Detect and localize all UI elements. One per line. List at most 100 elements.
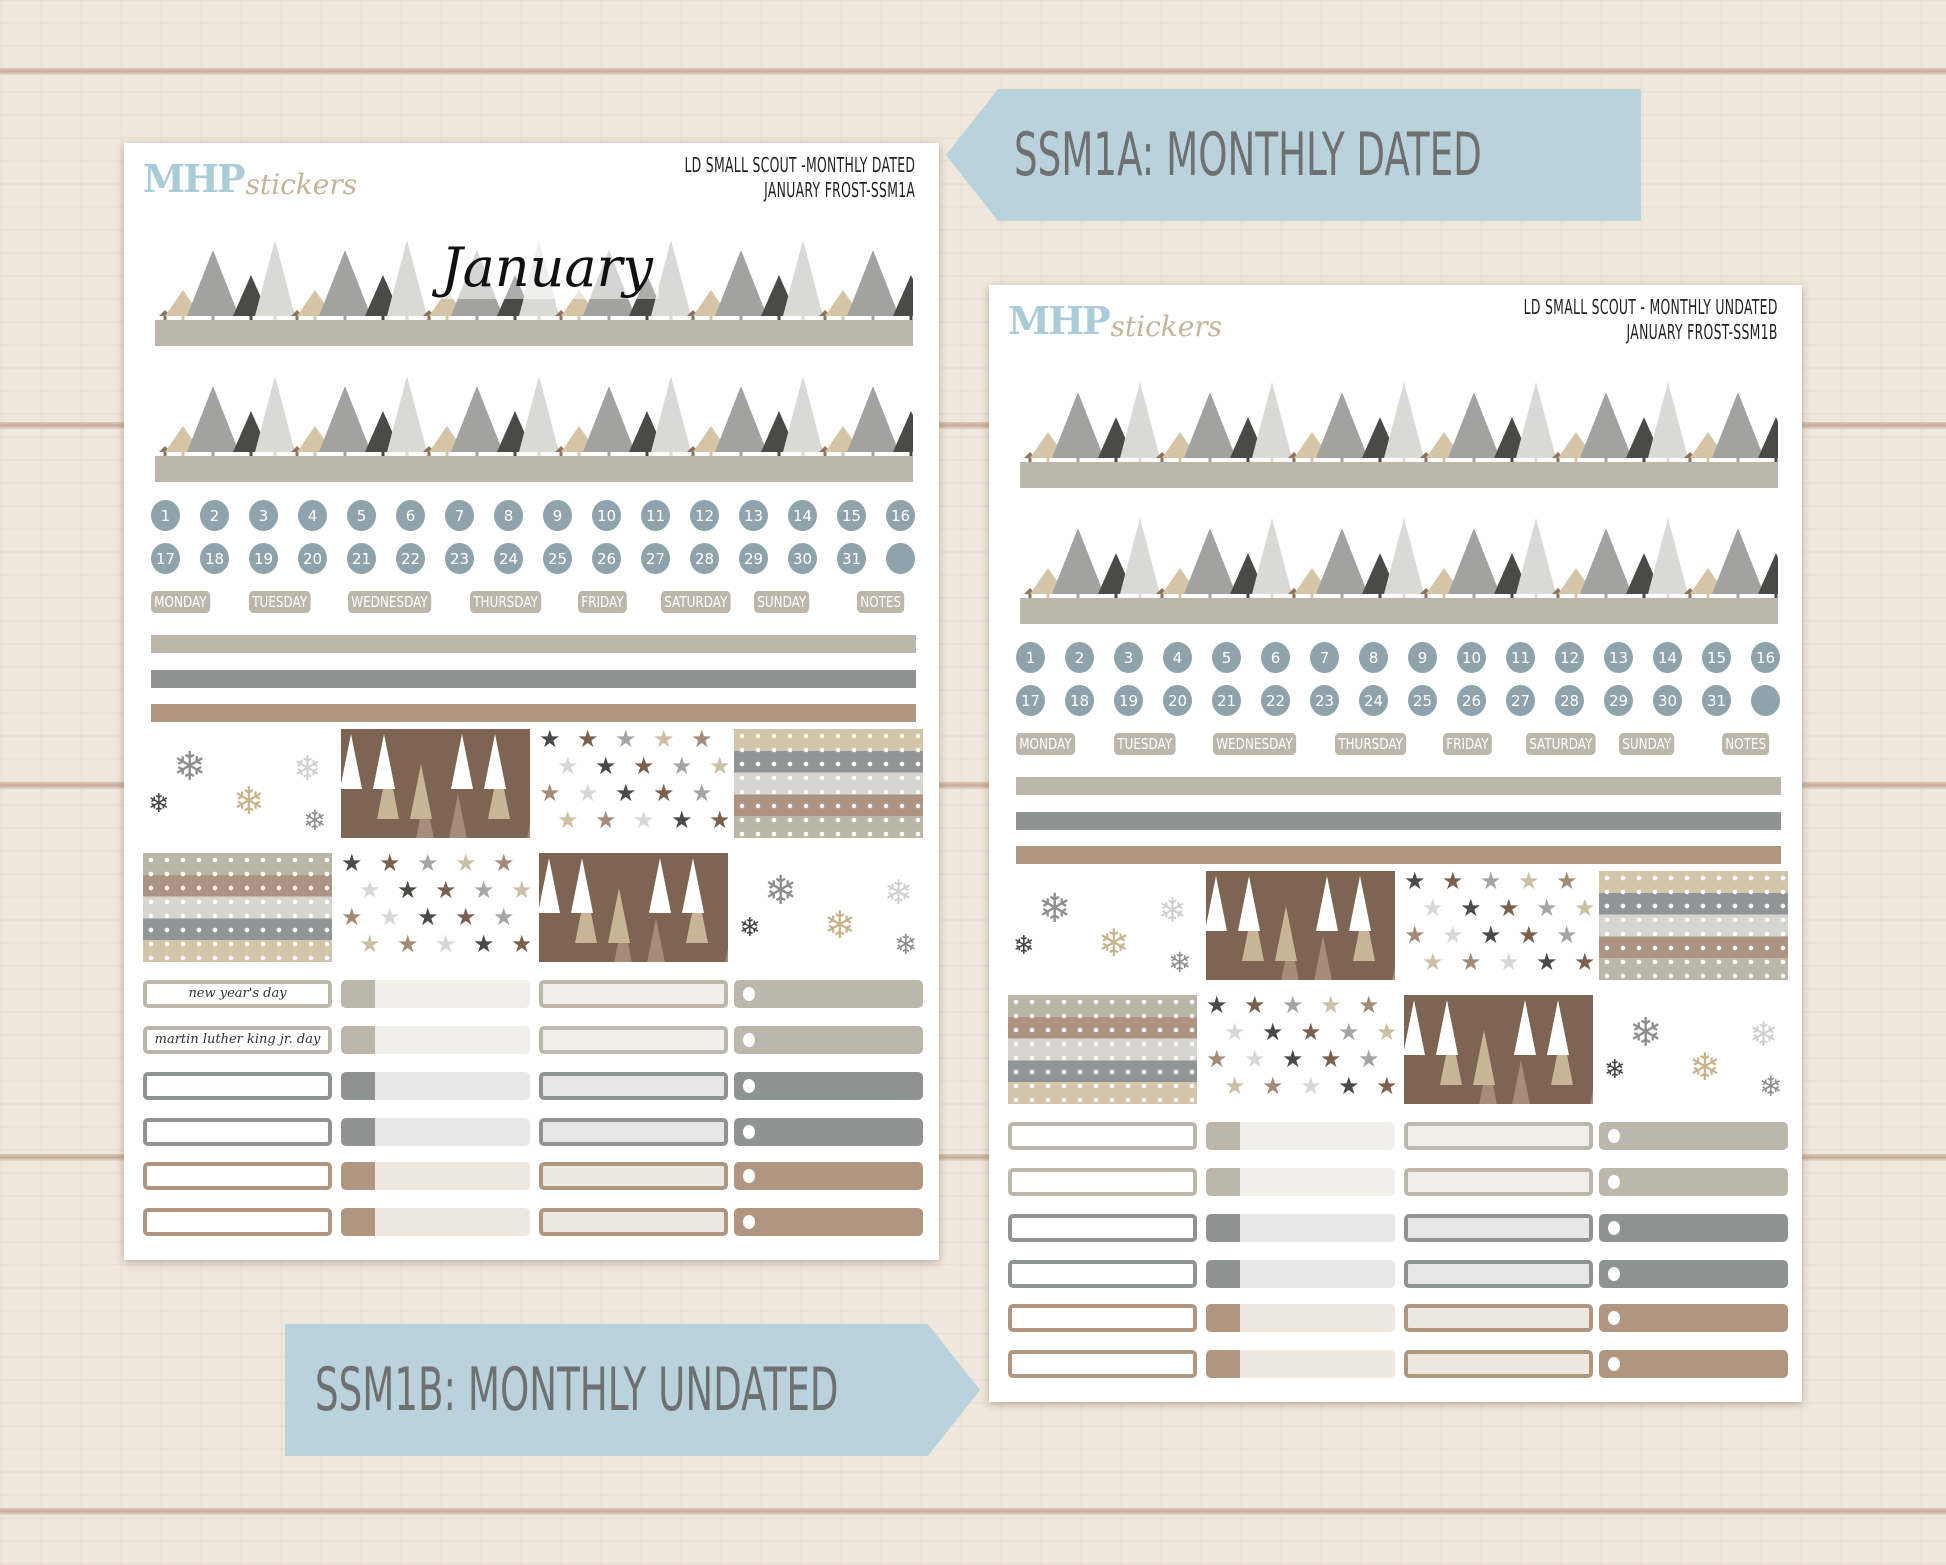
date-circle: 9 [1408, 642, 1437, 673]
star-icon: ★ [577, 779, 599, 807]
banner-band [1020, 462, 1778, 488]
tree-icon [373, 734, 395, 789]
star-icon: ★ [455, 853, 477, 877]
logo-mark: MHP [143, 156, 246, 201]
star-icon: ★ [1206, 1045, 1228, 1073]
tree-trunk [841, 314, 845, 324]
tree-icon [187, 250, 239, 316]
date-circle: 11 [641, 500, 670, 531]
tree-trunk [823, 314, 827, 324]
tree-icon [783, 376, 823, 452]
tree-icon [1316, 528, 1368, 594]
star-icon: ★ [435, 930, 457, 958]
label-dot [743, 1169, 755, 1183]
tree-icon [1052, 528, 1104, 594]
label-box-outlined [1008, 1214, 1197, 1242]
tree-trunk [211, 314, 215, 324]
pattern-tile-brown-trees [539, 853, 728, 962]
star-icon: ★ [1556, 921, 1578, 949]
label-dot [743, 1033, 755, 1047]
tree-trunk [709, 450, 713, 460]
label-box-outlined [143, 1162, 332, 1190]
tree-icon [608, 888, 630, 943]
tree-icon [715, 386, 767, 452]
tree-icon [1242, 906, 1264, 961]
pattern-tile-snowflakes: ❄ ❄ ❄ ❄ ❄ [734, 853, 923, 962]
tree-trunk [691, 314, 695, 324]
logo-word: stickers [1110, 310, 1223, 343]
star-icon: ★ [1300, 1018, 1322, 1046]
tree-icon [451, 386, 503, 452]
tree-trunk [295, 450, 299, 460]
date-circle: 17 [151, 543, 180, 574]
label-tab-square [1206, 1168, 1240, 1196]
date-circle: 21 [347, 543, 376, 574]
snowflake-icon: ❄ [303, 804, 327, 837]
label-dot [1608, 1129, 1620, 1143]
label-box-outlined [1008, 1260, 1197, 1288]
pattern-tile-dotted-stripes [1008, 995, 1197, 1104]
date-circle: 19 [1114, 685, 1143, 716]
label-box-outlined [1008, 1350, 1197, 1378]
tree-trunk [691, 450, 695, 460]
date-circle: 15 [1702, 642, 1731, 673]
day-label: MONDAY [151, 591, 210, 613]
tree-trunk [1340, 456, 1344, 466]
star-icon: ★ [709, 752, 728, 780]
tree-trunk [1706, 592, 1710, 602]
color-bar [151, 670, 916, 688]
tree-icon [893, 411, 913, 452]
tree-trunk [313, 450, 317, 460]
tree-trunk [273, 450, 277, 460]
tree-trunk [475, 314, 479, 324]
label-box-outlined: martin luther king jr. day [143, 1026, 332, 1054]
label-tab-square [341, 980, 375, 1008]
tree-icon [410, 764, 432, 819]
tree-trunk [1178, 592, 1182, 602]
star-icon: ★ [359, 876, 381, 904]
tree-trunk [1076, 592, 1080, 602]
holiday-label: martin luther king jr. day [154, 1032, 321, 1047]
tree-trunk [801, 450, 805, 460]
date-circle: 8 [494, 500, 523, 531]
tree-trunk [1208, 592, 1212, 602]
tree-icon [1349, 876, 1371, 931]
tree-trunk [475, 450, 479, 460]
wood-plank-seam [0, 1508, 1946, 1515]
sticker-sheet-undated: MHP stickers LD SMALL SCOUT - MONTHLY UNDA… [989, 285, 1802, 1402]
tree-trunk [1208, 456, 1212, 466]
star-icon: ★ [341, 853, 363, 877]
tree-trunk [1178, 456, 1182, 466]
day-label: SUNDAY [1619, 733, 1675, 755]
banner-band [155, 320, 913, 346]
date-circle: 5 [1212, 642, 1241, 673]
tree-trunk [1604, 592, 1608, 602]
date-circle: 20 [298, 543, 327, 574]
tree-trunk [537, 314, 541, 324]
star-icon: ★ [359, 930, 381, 958]
star-icon: ★ [455, 903, 477, 931]
star-icon: ★ [653, 729, 675, 753]
pattern-tile-stars: ★ ★ ★ ★ ★ ★ ★ ★ ★ ★ ★ ★ ★ ★ ★ ★ ★ ★ ★ ★ [1206, 995, 1395, 1104]
day-label: TUESDAY [249, 591, 311, 613]
label-tab-square [1206, 1350, 1240, 1378]
tree-trunk [537, 450, 541, 460]
tree-trunk [1442, 456, 1446, 466]
label-box-tab [341, 1118, 530, 1146]
day-label: WEDNESDAY [1213, 733, 1296, 755]
star-icon: ★ [1224, 1072, 1246, 1100]
tag-label: SSM1A: MONTHLY DATED [1014, 120, 1482, 190]
star-icon: ★ [1480, 921, 1502, 949]
tree-banner [1020, 372, 1778, 492]
color-bar [1016, 812, 1781, 830]
pattern-tile-stars: ★ ★ ★ ★ ★ ★ ★ ★ ★ ★ ★ ★ ★ ★ ★ ★ ★ ★ ★ ★ [539, 729, 728, 838]
tag-ssm1a: SSM1A: MONTHLY DATED [946, 89, 1641, 221]
tree-icon [1580, 392, 1632, 458]
tree-trunk [841, 450, 845, 460]
date-circle: 2 [1065, 642, 1094, 673]
star-icon: ★ [1460, 948, 1482, 976]
label-box-filled [734, 1118, 923, 1146]
tree-icon [1712, 528, 1764, 594]
tree-icon [319, 386, 371, 452]
tree-icon [1551, 1030, 1573, 1085]
